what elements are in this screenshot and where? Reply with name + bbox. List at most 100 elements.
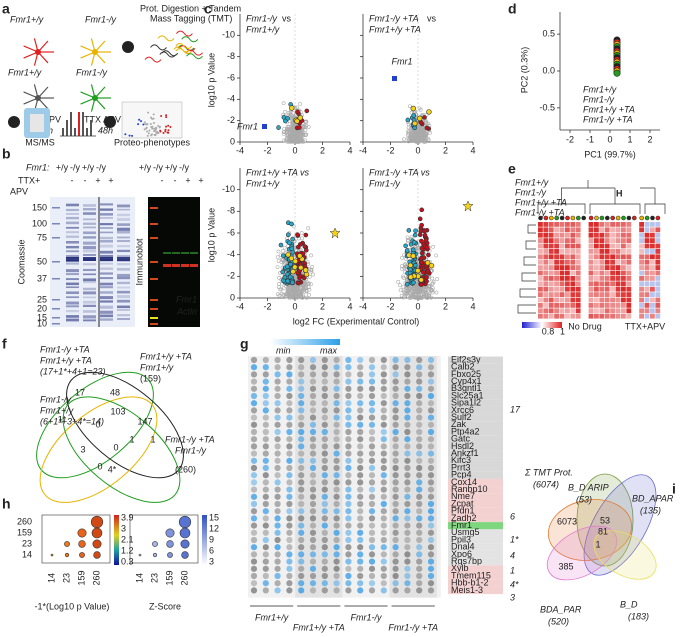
heat-dot xyxy=(404,537,410,543)
heat-cell xyxy=(594,287,599,292)
heat-dot xyxy=(381,573,387,579)
heat-cell xyxy=(645,244,650,249)
heat-dot xyxy=(251,487,257,493)
scale-label: 0.3 xyxy=(121,556,134,566)
gel-band xyxy=(83,236,96,238)
volcano-dot xyxy=(435,254,438,257)
heat-dot xyxy=(298,415,304,421)
heat-dot xyxy=(345,415,351,421)
heat-dot xyxy=(381,559,387,565)
heat-dot xyxy=(263,479,269,485)
volcano-hit xyxy=(424,238,428,242)
heat-cell xyxy=(549,260,554,265)
heat-cell xyxy=(549,292,554,297)
heat-dot xyxy=(428,530,434,536)
heat-dot xyxy=(334,537,340,543)
gel-band xyxy=(66,222,79,225)
mini-dot xyxy=(153,113,155,115)
heat-cell xyxy=(554,308,559,313)
lane-label: +/y xyxy=(139,162,152,172)
heat-cell xyxy=(655,244,660,249)
gel-band xyxy=(117,205,130,208)
heat-dot xyxy=(251,357,257,363)
heat-cell xyxy=(543,222,548,227)
heat-cell xyxy=(543,303,548,308)
heat-cell xyxy=(554,233,559,238)
heat-dot xyxy=(251,479,257,485)
heat-cell xyxy=(645,254,650,259)
heat-dot xyxy=(322,566,328,572)
heat-dot xyxy=(322,573,328,579)
heat-cell xyxy=(549,265,554,270)
gel-band xyxy=(100,263,113,265)
heat-cell xyxy=(560,298,565,303)
x-tick-label: 1 xyxy=(627,134,632,144)
mini-dot xyxy=(138,119,140,121)
gel-band xyxy=(66,273,79,275)
dendrogram xyxy=(522,273,536,281)
heat-dot xyxy=(345,501,351,507)
heat-dot xyxy=(251,465,257,471)
peptide xyxy=(162,51,178,56)
gel-band xyxy=(83,319,96,321)
heat-cell xyxy=(538,238,543,243)
heat-cell xyxy=(639,292,644,297)
heat-cell xyxy=(538,271,543,276)
label: log10 p Value xyxy=(206,53,216,107)
label: Immunoblot xyxy=(134,238,144,286)
heat-cell xyxy=(610,265,615,270)
heat-dot xyxy=(416,436,422,442)
heat-dot xyxy=(357,508,363,514)
heat-dot xyxy=(275,436,281,442)
heat-cell xyxy=(554,238,559,243)
heat-cell xyxy=(655,281,660,286)
heat-cell xyxy=(650,244,655,249)
heat-cell xyxy=(645,292,650,297)
gel-band xyxy=(117,237,130,239)
bubble xyxy=(167,541,174,548)
bubble xyxy=(93,540,101,548)
heat-dot xyxy=(298,508,304,514)
y-tick-label: -2 xyxy=(227,271,235,281)
heat-cell xyxy=(599,227,604,232)
heat-cell xyxy=(599,287,604,292)
heat-cell xyxy=(594,249,599,254)
volcano-hit xyxy=(419,239,423,243)
heat-dot xyxy=(286,515,292,521)
heat-dot xyxy=(286,487,292,493)
heat-dot xyxy=(334,386,340,392)
group-count: 6 xyxy=(510,511,515,521)
volcano-hit xyxy=(417,116,422,121)
heat-dot xyxy=(322,580,328,586)
heat-dot xyxy=(404,544,410,550)
heat-dot xyxy=(428,566,434,572)
lane-label: -/y xyxy=(153,162,163,172)
heat-dot xyxy=(345,551,351,557)
heat-cell xyxy=(594,222,599,227)
heat-dot xyxy=(345,357,351,363)
heat-dot xyxy=(393,530,399,536)
heat-dot xyxy=(369,415,375,421)
heat-dot xyxy=(263,472,269,478)
mw-tick: 37 xyxy=(37,273,47,283)
mini-dot xyxy=(167,132,169,134)
mini-dot xyxy=(142,124,144,126)
heat-dot xyxy=(322,451,328,457)
heat-dot xyxy=(357,451,363,457)
heat-cell xyxy=(565,265,570,270)
heat-dot xyxy=(416,458,422,464)
heat-cell xyxy=(576,303,581,308)
heat-dot xyxy=(369,429,375,435)
ladder-band xyxy=(150,223,158,225)
mw-tick: 50 xyxy=(37,256,47,266)
heat-dot xyxy=(251,515,257,521)
heat-cell xyxy=(538,249,543,254)
volcano-hit xyxy=(422,229,426,233)
x-tick-label: -2 xyxy=(566,134,574,144)
heat-dot xyxy=(393,415,399,421)
bubble xyxy=(152,541,157,546)
heat-dot xyxy=(416,379,422,385)
heat-cell xyxy=(538,303,543,308)
heat-dot xyxy=(275,400,281,406)
heat-dot xyxy=(334,451,340,457)
